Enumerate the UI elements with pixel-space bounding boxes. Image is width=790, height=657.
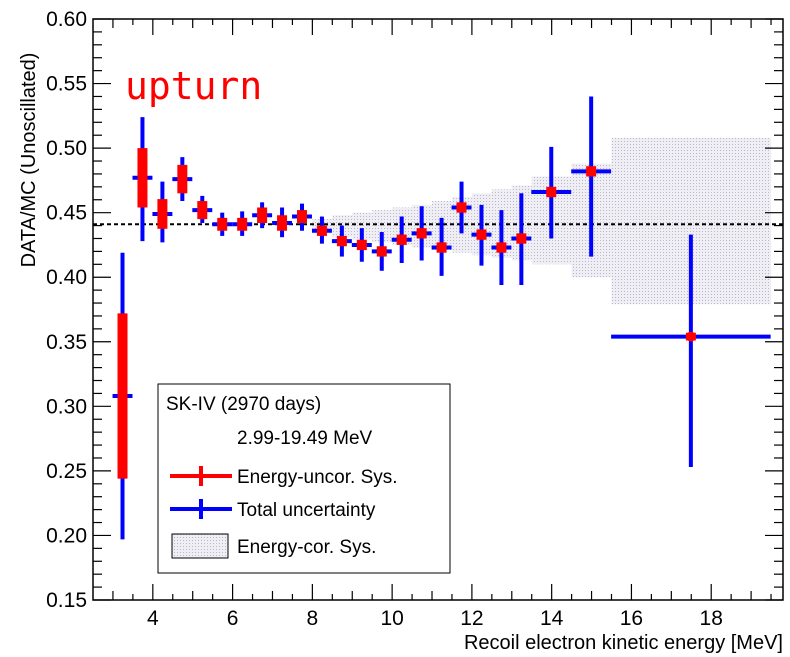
upturn-annotation: upturn <box>125 64 262 108</box>
legend-subtitle: 2.99-19.49 MeV <box>237 428 373 449</box>
data-point-14 <box>391 216 412 264</box>
y-tick-label: 0.20 <box>46 524 87 547</box>
data-point-8 <box>272 207 293 238</box>
y-tick-label: 0.40 <box>46 266 87 289</box>
y-tick-label: 0.45 <box>46 202 87 225</box>
data-point-12 <box>351 228 372 262</box>
y-tick-label: 0.25 <box>46 460 87 483</box>
data-point-22 <box>571 96 612 257</box>
central-marker-21 <box>546 187 557 198</box>
y-tick-label: 0.50 <box>46 137 87 160</box>
central-marker-19 <box>496 242 507 253</box>
band-segment-2 <box>352 212 373 240</box>
central-marker-5 <box>217 219 228 230</box>
x-tick-label: 10 <box>380 607 403 630</box>
x-tick-label: 14 <box>540 607 564 630</box>
band-segment-3 <box>372 210 393 243</box>
plot-frame <box>92 18 784 601</box>
data-point-11 <box>331 225 352 257</box>
data-point-7 <box>252 202 273 229</box>
y-tick-label: 0.15 <box>46 589 87 612</box>
central-marker-20 <box>516 233 527 244</box>
x-tick-label: 8 <box>307 607 319 630</box>
legend: SK-IV (2970 days) 2.99-19.49 MeV Energy-… <box>157 383 451 574</box>
data-point-9 <box>292 203 312 231</box>
data-point-20 <box>511 193 532 285</box>
central-marker-0 <box>117 391 128 402</box>
legend-label-total: Total uncertainty <box>237 500 376 521</box>
central-marker-12 <box>356 239 367 250</box>
central-marker-14 <box>396 234 407 245</box>
y-tick-label: 0.55 <box>46 73 87 96</box>
y-tick-label: 0.30 <box>46 395 87 418</box>
x-tick-label: 16 <box>620 607 643 630</box>
central-marker-2 <box>157 208 168 219</box>
x-tick-label: 18 <box>700 607 723 630</box>
data-point-23 <box>611 234 771 468</box>
central-marker-7 <box>257 210 268 221</box>
data-point-15 <box>411 206 432 261</box>
data-point-2 <box>152 181 173 243</box>
data-point-18 <box>471 204 492 266</box>
data-point-0 <box>112 252 133 540</box>
axis-ticks <box>93 18 783 601</box>
data-point-5 <box>212 212 233 236</box>
legend-label-band: Energy-cor. Sys. <box>237 537 376 558</box>
central-marker-22 <box>586 166 597 177</box>
y-tick-label: 0.60 <box>46 8 87 31</box>
data-points <box>112 96 771 540</box>
x-tick-label: 6 <box>227 607 239 630</box>
legend-label-uncor: Energy-uncor. Sys. <box>237 467 398 488</box>
data-point-16 <box>431 217 452 276</box>
tick-labels: 4 6 8 10 12 14 16 18 0.15 0.20 0.25 0.30 0.35 0.40 0.4… <box>46 8 723 630</box>
central-marker-11 <box>336 236 347 247</box>
data-point-3 <box>172 157 193 202</box>
plot-frame-rect <box>92 18 784 601</box>
cor-sys-band <box>312 137 772 305</box>
central-marker-13 <box>376 246 387 257</box>
central-marker-8 <box>277 217 288 228</box>
x-axis-title: Recoil electron kinetic energy [MeV] <box>464 632 783 654</box>
data-point-6 <box>232 211 253 236</box>
y-axis-title: DATA/MC (Unoscillated) <box>18 53 40 268</box>
central-marker-18 <box>476 229 487 240</box>
legend-title: SK-IV (2970 days) <box>166 394 321 415</box>
data-point-4 <box>192 195 213 223</box>
data-point-21 <box>531 146 572 239</box>
legend-marker-band <box>171 533 229 559</box>
central-marker-3 <box>177 174 188 185</box>
data-point-13 <box>371 232 392 271</box>
data-point-19 <box>491 210 512 285</box>
x-tick-label: 12 <box>460 607 483 630</box>
central-marker-4 <box>197 205 208 216</box>
central-marker-15 <box>416 228 427 239</box>
legend-marker-total <box>170 499 232 519</box>
legend-marker-uncor <box>170 466 232 486</box>
data-point-17 <box>451 181 472 234</box>
data-point-1 <box>132 117 153 242</box>
data-point-10 <box>311 216 332 244</box>
central-marker-10 <box>316 225 327 236</box>
central-marker-1 <box>137 172 148 183</box>
central-marker-23 <box>685 331 696 342</box>
x-tick-label: 4 <box>147 607 159 630</box>
y-tick-label: 0.35 <box>46 331 87 354</box>
central-marker-6 <box>237 219 248 230</box>
central-marker-17 <box>456 202 467 213</box>
central-marker-16 <box>436 242 447 253</box>
central-marker-9 <box>296 211 307 222</box>
